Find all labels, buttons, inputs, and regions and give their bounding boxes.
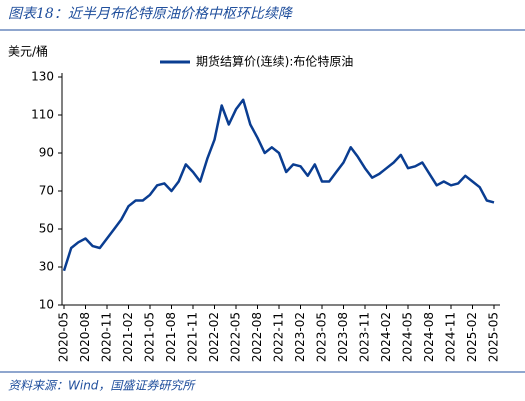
x-tick-label: 2021-02 [121,312,135,362]
x-tick-label: 2025-02 [465,312,479,362]
x-tick-label: 2020-08 [78,312,92,362]
x-tick-label: 2024-05 [401,312,415,362]
source: 资料来源：Wind，国盛证券研究所 [8,379,196,393]
x-tick-label: 2021-11 [186,312,200,362]
x-tick-label: 2022-11 [272,312,286,362]
x-tick-label: 2022-05 [229,312,243,362]
y-tick-label: 10 [39,298,54,312]
x-tick-label: 2023-05 [315,312,329,362]
y-axis-label: 美元/桶 [8,44,48,59]
x-tick-label: 2022-02 [207,312,221,362]
x-tick-label: 2020-05 [57,312,71,362]
y-tick-label: 50 [39,222,54,236]
y-tick-label: 70 [39,184,54,198]
x-tick-label: 2020-11 [100,312,114,362]
y-tick-label: 130 [31,70,54,84]
x-tick-label: 2023-11 [358,312,372,362]
x-tick-label: 2025-05 [487,312,501,362]
x-tick-label: 2024-08 [422,312,436,362]
x-tick-label: 2021-08 [164,312,178,362]
y-tick-label: 30 [39,260,54,274]
x-tick-label: 2024-02 [379,312,393,362]
series-line [62,98,495,272]
y-tick-label: 110 [31,108,54,122]
y-tick-label: 90 [39,146,54,160]
chart-title: 图表18：近半月布伦特原油价格中枢环比续降 [8,6,294,22]
x-tick-label: 2023-08 [336,312,350,362]
legend-label: 期货结算价(连续):布伦特原油 [196,54,353,69]
x-tick-label: 2022-08 [250,312,264,362]
x-tick-label: 2024-11 [444,312,458,362]
x-tick-label: 2021-05 [143,312,157,362]
x-tick-label: 2023-02 [293,312,307,362]
